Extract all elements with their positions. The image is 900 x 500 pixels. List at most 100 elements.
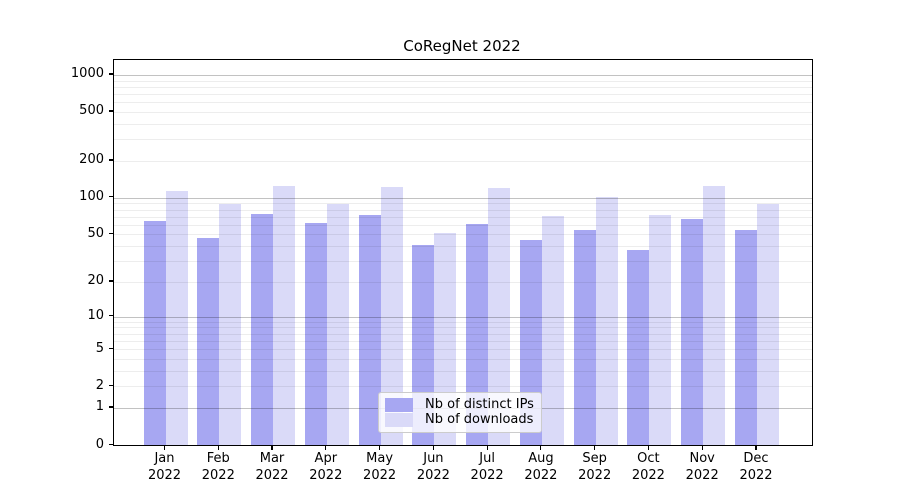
- xtick-year: 2022: [201, 468, 235, 483]
- xtick-mark: [325, 445, 327, 450]
- legend: Nb of distinct IPs Nb of downloads: [378, 392, 542, 433]
- xtick-label-aug: Aug 2022: [501, 450, 581, 484]
- xtick-label-dec: Dec 2022: [716, 450, 796, 484]
- ytick-mark: [109, 73, 113, 75]
- bar-distinct-ips-apr: [304, 223, 327, 445]
- bar-downloads-may: [380, 186, 403, 445]
- xtick-mark: [432, 445, 434, 450]
- xtick-label-feb: Feb 2022: [178, 450, 258, 484]
- xtick-mark: [271, 445, 273, 450]
- ytick-label-1: 1: [95, 399, 104, 415]
- bar-distinct-ips-feb: [197, 237, 220, 445]
- bars-layer: [114, 60, 812, 445]
- xtick-month: Sep: [582, 451, 607, 466]
- xtick-year: 2022: [309, 468, 343, 483]
- legend-label-downloads: Nb of downloads: [425, 412, 534, 427]
- xtick-label-apr: Apr 2022: [286, 450, 366, 484]
- ytick-label-100: 100: [79, 189, 104, 205]
- bar-downloads-jan: [165, 190, 188, 445]
- ytick-label-2: 2: [95, 377, 104, 393]
- xtick-label-jul: Jul 2022: [447, 450, 527, 484]
- bar-downloads-aug: [541, 215, 564, 445]
- legend-label-distinct-ips: Nb of distinct IPs: [425, 397, 534, 412]
- xtick-mark: [647, 445, 650, 450]
- xtick-month: Jun: [423, 451, 444, 466]
- ytick-mark: [109, 196, 113, 198]
- ytick-mark: [109, 347, 113, 349]
- ytick-label-1000: 1000: [70, 66, 104, 82]
- xtick-month: Jul: [479, 451, 495, 466]
- bar-downloads-dec: [756, 203, 779, 445]
- ytick-mark: [109, 384, 113, 386]
- xtick-mark: [755, 445, 757, 450]
- ytick-label-50: 50: [87, 225, 104, 241]
- bar-distinct-ips-nov: [681, 218, 704, 445]
- xtick-year: 2022: [416, 468, 450, 483]
- ytick-label-0: 0: [95, 436, 104, 452]
- xtick-month: Nov: [689, 451, 715, 466]
- ytick-label-200: 200: [79, 152, 104, 168]
- ytick-mark: [109, 280, 113, 282]
- xtick-year: 2022: [578, 468, 612, 483]
- xtick-mark: [486, 445, 488, 450]
- xtick-month: Oct: [637, 451, 660, 466]
- xtick-label-jan: Jan 2022: [125, 450, 205, 484]
- xtick-month: Feb: [206, 451, 230, 466]
- xtick-month: May: [366, 451, 394, 466]
- ytick-mark: [109, 159, 113, 161]
- xtick-label-jun: Jun 2022: [393, 450, 473, 484]
- bar-downloads-mar: [273, 185, 296, 445]
- xtick-label-sep: Sep 2022: [555, 450, 635, 484]
- bar-downloads-feb: [219, 203, 242, 445]
- xtick-mark: [701, 445, 703, 450]
- xtick-label-may: May 2022: [340, 450, 420, 484]
- bar-downloads-jul: [488, 188, 511, 445]
- xtick-year: 2022: [685, 468, 719, 483]
- bar-downloads-apr: [326, 203, 349, 445]
- xtick-label-oct: Oct 2022: [608, 450, 688, 484]
- xtick-year: 2022: [631, 468, 665, 483]
- ytick-label-5: 5: [95, 340, 104, 356]
- xtick-month: Dec: [743, 451, 769, 466]
- bar-distinct-ips-jul: [466, 223, 489, 445]
- xtick-year: 2022: [470, 468, 504, 483]
- xtick-mark: [163, 445, 166, 450]
- xtick-year: 2022: [739, 468, 773, 483]
- legend-row: Nb of distinct IPs: [385, 398, 535, 412]
- bar-downloads-nov: [703, 185, 726, 445]
- xtick-label-mar: Mar 2022: [232, 450, 312, 484]
- bar-distinct-ips-sep: [573, 230, 596, 445]
- plot-area: [113, 59, 813, 446]
- xtick-month: Apr: [314, 451, 338, 466]
- xtick-label-nov: Nov 2022: [662, 450, 742, 484]
- bar-distinct-ips-may: [358, 215, 381, 445]
- ytick-mark: [109, 315, 113, 317]
- ytick-mark: [109, 443, 113, 445]
- xtick-year: 2022: [147, 468, 182, 483]
- xtick-month: Jan: [154, 451, 175, 466]
- ytick-label-10: 10: [87, 308, 104, 323]
- bar-distinct-ips-oct: [627, 250, 650, 445]
- bar-downloads-sep: [595, 196, 618, 445]
- xtick-mark: [378, 445, 381, 450]
- legend-swatch-downloads: [385, 413, 413, 427]
- xtick-year: 2022: [363, 468, 397, 483]
- xtick-month: Mar: [259, 451, 285, 466]
- ytick-label-500: 500: [79, 103, 104, 119]
- xtick-year: 2022: [255, 468, 289, 483]
- xtick-mark: [217, 445, 219, 450]
- ytick-label-20: 20: [87, 273, 104, 289]
- bar-distinct-ips-jan: [143, 221, 166, 445]
- bar-distinct-ips-dec: [734, 230, 757, 445]
- chart-title: CoRegNet 2022: [403, 37, 521, 55]
- ytick-mark: [109, 110, 113, 112]
- bar-distinct-ips-mar: [251, 214, 274, 445]
- xtick-month: Aug: [528, 451, 554, 466]
- legend-row: Nb of downloads: [385, 413, 535, 427]
- xtick-year: 2022: [524, 468, 558, 483]
- ytick-mark: [109, 406, 113, 408]
- bar-downloads-oct: [649, 215, 672, 445]
- legend-swatch-distinct-ips: [385, 398, 413, 412]
- ytick-mark: [109, 232, 113, 235]
